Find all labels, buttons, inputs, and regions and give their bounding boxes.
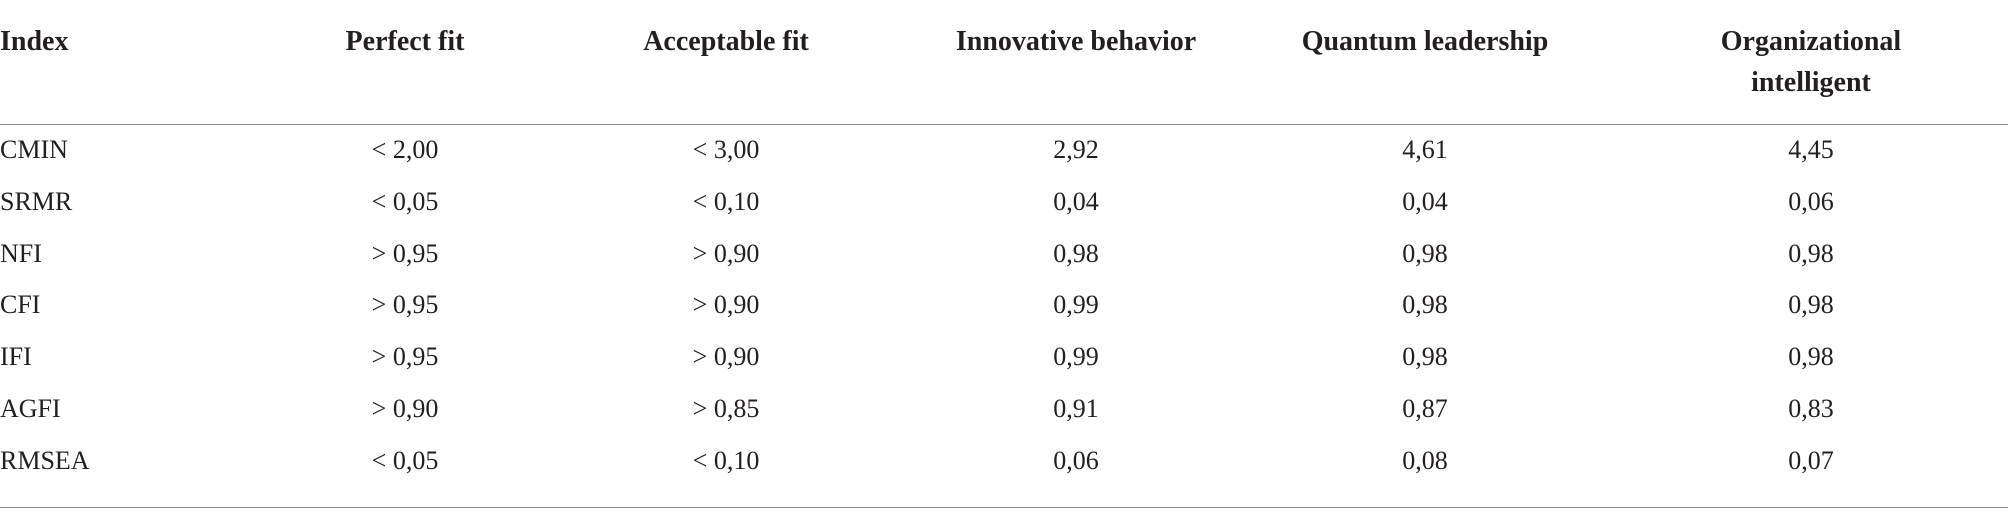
table-cell: 0,98 <box>1402 290 1448 320</box>
column-header: Index <box>0 26 69 57</box>
column-header: Perfect fit <box>345 26 465 57</box>
table-cell: 0,08 <box>1402 445 1448 475</box>
row-label: AGFI <box>0 394 61 423</box>
column-header: Innovative behavior <box>955 26 1197 57</box>
table-cell: > 0,90 <box>692 238 760 268</box>
table-cell: 0,83 <box>1788 394 1834 423</box>
table-cell: 0,99 <box>1053 290 1099 320</box>
table-cell: 0,04 <box>1053 186 1099 216</box>
table-cell: < 2,00 <box>371 135 439 164</box>
row-label: CMIN <box>0 135 68 164</box>
column-header: Quantum leadership <box>1301 26 1549 57</box>
table-cell: 0,98 <box>1402 238 1448 268</box>
table-cell: 4,61 <box>1402 135 1448 164</box>
table-cell: > 0,90 <box>371 394 439 423</box>
table-cell: 0,06 <box>1053 445 1099 475</box>
table-cell: < 3,00 <box>692 135 760 164</box>
table-cell: < 0,05 <box>371 186 439 216</box>
table-cell: 2,92 <box>1053 135 1099 164</box>
table-cell: > 0,95 <box>371 342 439 372</box>
table-cell: < 0,10 <box>692 445 760 475</box>
column-header: Acceptable fit <box>643 26 809 57</box>
row-label: NFI <box>0 238 42 268</box>
table-cell: > 0,95 <box>371 238 439 268</box>
table-cell: 0,99 <box>1053 342 1099 372</box>
table-cell: > 0,85 <box>692 394 760 423</box>
table-cell: 0,04 <box>1402 186 1448 216</box>
row-label: IFI <box>0 342 32 372</box>
row-label: RMSEA <box>0 445 90 475</box>
table-cell: 0,91 <box>1053 394 1099 423</box>
row-label: CFI <box>0 290 41 320</box>
table-cell: < 0,05 <box>371 445 439 475</box>
table-cell: 0,98 <box>1788 342 1834 372</box>
table-cell: 4,45 <box>1788 135 1834 164</box>
bottom-rule <box>0 507 2008 508</box>
header-rule <box>0 124 2008 125</box>
row-label: SRMR <box>0 186 73 216</box>
table-cell: 0,98 <box>1402 342 1448 372</box>
table-cell: 0,07 <box>1788 445 1834 475</box>
table-cell: < 0,10 <box>692 186 760 216</box>
table-cell: 0,98 <box>1053 238 1099 268</box>
column-header: Organizational intelligent <box>1720 26 1902 98</box>
table-cell: 0,06 <box>1788 186 1834 216</box>
table-cell: 0,98 <box>1788 290 1834 320</box>
table-cell: > 0,90 <box>692 342 760 372</box>
table-cell: > 0,90 <box>692 290 760 320</box>
table-cell: 0,87 <box>1402 394 1448 423</box>
table-cell: 0,98 <box>1788 238 1834 268</box>
table-cell: > 0,95 <box>371 290 439 320</box>
